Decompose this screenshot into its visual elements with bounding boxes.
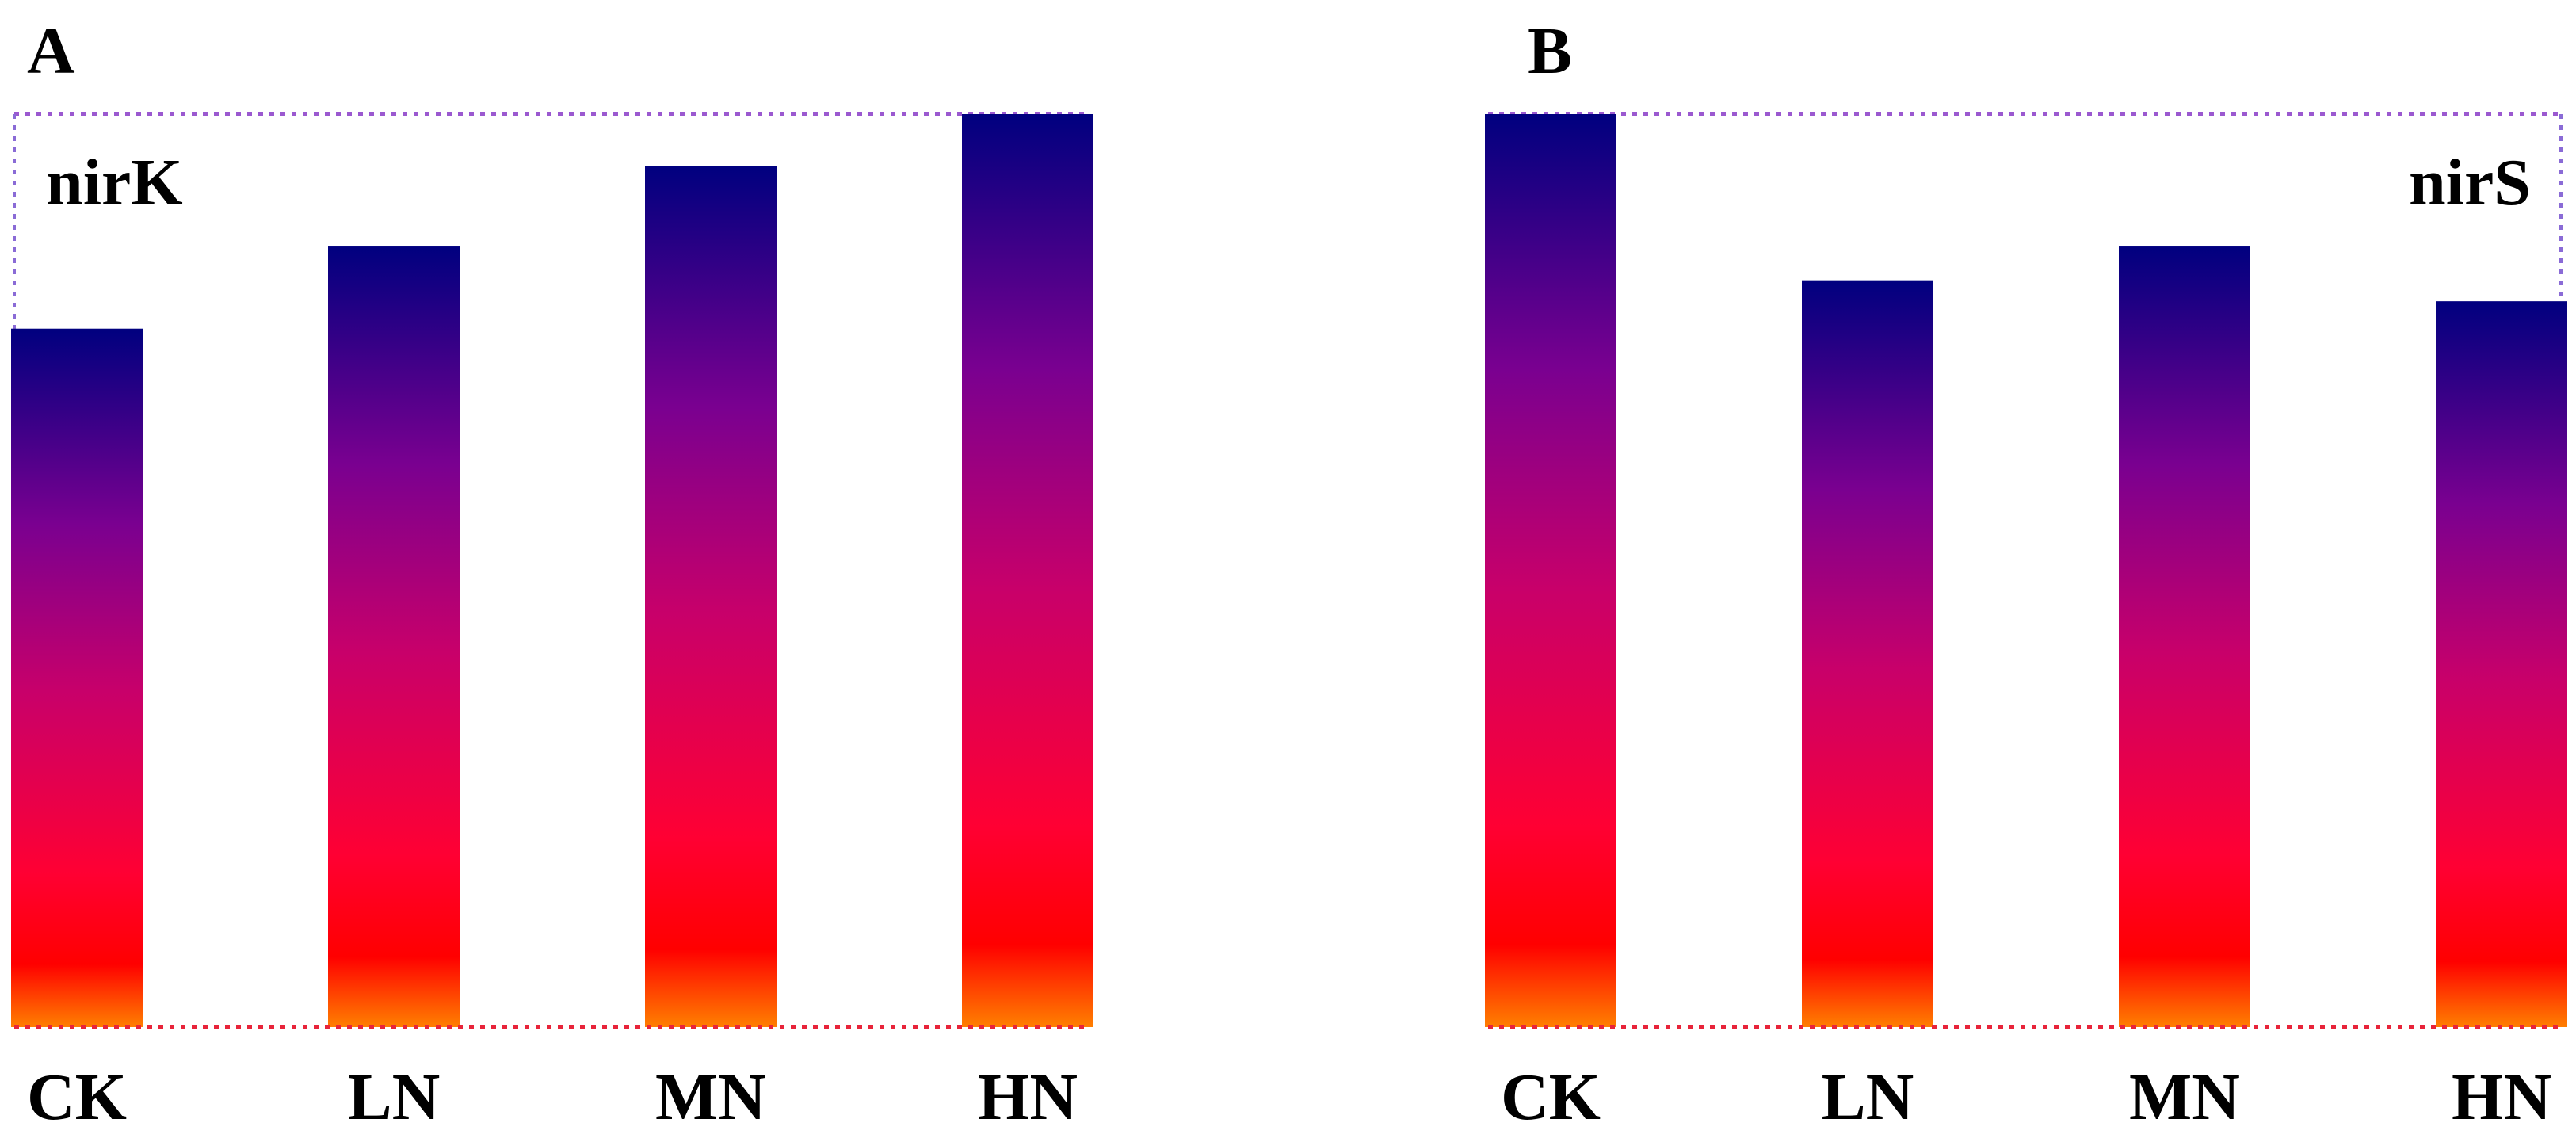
- bar-group-a: [11, 114, 1093, 1028]
- tick-label-a-ck: CK: [27, 1060, 127, 1134]
- chart-panel-a: A nirK CK LN MN HN: [11, 14, 1093, 1134]
- gene-label-nirs: nirS: [2409, 146, 2531, 220]
- tick-label-a-hn: HN: [978, 1060, 1078, 1134]
- tick-labels-a: CK LN MN HN: [27, 1060, 1078, 1134]
- bar-group-b: [1485, 114, 2567, 1027]
- bar-a-hn: [962, 114, 1093, 1027]
- tick-labels-b: CK LN MN HN: [1501, 1060, 2551, 1134]
- tick-label-b-ln: LN: [1822, 1060, 1914, 1134]
- tick-label-a-ln: LN: [348, 1060, 441, 1134]
- bar-a-mn: [645, 166, 777, 1027]
- bar-b-ck: [1485, 114, 1616, 1027]
- bar-b-mn: [2119, 246, 2250, 1027]
- tick-label-b-ck: CK: [1501, 1060, 1601, 1134]
- bar-b-ln: [1802, 280, 1933, 1027]
- tick-label-b-hn: HN: [2452, 1060, 2551, 1134]
- bar-b-hn: [2436, 301, 2567, 1027]
- bar-a-ck: [11, 328, 143, 1028]
- panel-label-a: A: [27, 14, 75, 88]
- tick-label-a-mn: MN: [655, 1060, 766, 1134]
- tick-label-b-mn: MN: [2129, 1060, 2240, 1134]
- panel-label-b: B: [1528, 14, 1572, 88]
- gene-label-nirk: nirK: [46, 146, 183, 220]
- bar-a-ln: [328, 246, 460, 1027]
- chart-panel-b: B nirS CK LN MN HN: [1485, 14, 2567, 1134]
